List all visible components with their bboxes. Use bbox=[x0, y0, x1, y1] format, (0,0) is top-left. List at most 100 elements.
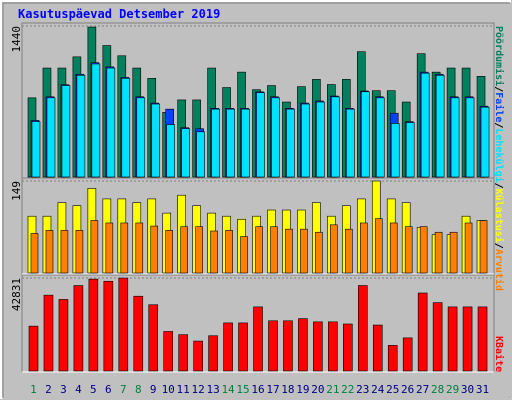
bar bbox=[180, 226, 188, 274]
bar bbox=[434, 231, 443, 274]
bar bbox=[163, 331, 174, 372]
bar bbox=[223, 322, 233, 372]
x-tick-label: 2 bbox=[45, 383, 52, 396]
bar bbox=[328, 321, 338, 372]
bar bbox=[90, 220, 99, 274]
y-tick-label: 149 bbox=[10, 181, 23, 201]
bar bbox=[404, 226, 413, 274]
x-tick-label: 27 bbox=[416, 383, 429, 396]
bar bbox=[286, 108, 295, 178]
legend-separator: / bbox=[493, 183, 504, 189]
bar bbox=[345, 228, 353, 274]
bar bbox=[283, 320, 293, 372]
bar bbox=[256, 92, 265, 178]
bar bbox=[76, 74, 86, 178]
bar bbox=[359, 222, 368, 274]
bar bbox=[45, 230, 54, 274]
chart-title: Kasutuspäevad Detsember 2019 bbox=[18, 7, 220, 21]
legend: Pöördumisi/Faile/Lehekülgi/Külastusi/Arv… bbox=[493, 26, 505, 291]
bar bbox=[479, 220, 488, 274]
bar bbox=[343, 323, 353, 372]
bar bbox=[462, 306, 473, 372]
bar bbox=[447, 306, 458, 372]
bar bbox=[253, 306, 263, 372]
x-tick-label: 25 bbox=[386, 383, 399, 396]
bar bbox=[136, 97, 146, 178]
bar bbox=[240, 236, 248, 274]
bar bbox=[465, 97, 475, 178]
bar bbox=[435, 74, 445, 178]
bar bbox=[43, 294, 54, 372]
bar bbox=[331, 96, 340, 178]
bar bbox=[133, 295, 144, 372]
x-tick-label: 5 bbox=[90, 383, 97, 396]
legend-entry: Lehekülgi bbox=[493, 128, 505, 182]
bar bbox=[375, 97, 385, 178]
bar bbox=[357, 285, 368, 372]
bar bbox=[315, 231, 323, 274]
x-tick-label: 3 bbox=[60, 383, 67, 396]
bar bbox=[46, 97, 56, 178]
legend-entry: Faile bbox=[493, 92, 505, 122]
bar bbox=[420, 72, 430, 178]
bar bbox=[58, 299, 69, 372]
x-tick-label: 16 bbox=[251, 383, 264, 396]
bar bbox=[313, 321, 323, 372]
x-tick-label: 29 bbox=[446, 383, 459, 396]
bar bbox=[196, 131, 205, 178]
bar bbox=[106, 67, 116, 178]
legend-entry: Arvutid bbox=[493, 249, 505, 291]
bar bbox=[450, 97, 460, 178]
x-tick-label: 17 bbox=[266, 383, 279, 396]
bar bbox=[419, 226, 428, 274]
bar bbox=[31, 121, 41, 178]
x-tick-label: 24 bbox=[371, 383, 385, 396]
bar bbox=[225, 230, 233, 274]
bar bbox=[181, 128, 190, 178]
legend-entry: Külastusi bbox=[493, 189, 505, 243]
legend-separator: / bbox=[493, 122, 504, 128]
bar bbox=[241, 108, 250, 178]
x-tick-label: 4 bbox=[75, 383, 82, 396]
bar bbox=[30, 233, 39, 274]
x-tick-label: 13 bbox=[206, 383, 219, 396]
bar bbox=[464, 222, 473, 274]
x-tick-label: 10 bbox=[162, 383, 175, 396]
x-tick-label: 9 bbox=[150, 383, 157, 396]
bar bbox=[88, 278, 99, 372]
bar bbox=[432, 302, 443, 372]
bar bbox=[150, 225, 159, 274]
bar bbox=[208, 335, 218, 372]
bar bbox=[166, 124, 176, 178]
bar bbox=[300, 228, 308, 274]
bar bbox=[151, 103, 161, 178]
bar bbox=[387, 345, 398, 372]
bar bbox=[195, 226, 203, 274]
bar bbox=[193, 340, 203, 372]
bar bbox=[405, 122, 415, 178]
bar bbox=[298, 318, 308, 372]
x-tick-label: 7 bbox=[120, 383, 127, 396]
x-tick-label: 21 bbox=[326, 383, 339, 396]
bar bbox=[285, 228, 293, 274]
bar bbox=[268, 320, 278, 372]
bar bbox=[301, 103, 310, 178]
bar bbox=[105, 222, 114, 274]
bar bbox=[346, 108, 355, 178]
x-tick-label: 22 bbox=[341, 383, 354, 396]
legend-entry: Pöördumisi bbox=[493, 26, 505, 86]
y-tick-label: 1440 bbox=[10, 26, 23, 53]
bar bbox=[480, 106, 490, 178]
legend-separator: / bbox=[493, 86, 504, 92]
bar bbox=[178, 334, 188, 372]
x-tick-label: 18 bbox=[281, 383, 294, 396]
bar bbox=[118, 277, 129, 372]
bar bbox=[389, 222, 398, 274]
legend-separator: / bbox=[493, 243, 504, 249]
bar bbox=[60, 230, 69, 274]
x-tick-label: 23 bbox=[356, 383, 369, 396]
bar bbox=[374, 218, 383, 274]
bar bbox=[316, 101, 325, 178]
bar bbox=[28, 325, 39, 372]
